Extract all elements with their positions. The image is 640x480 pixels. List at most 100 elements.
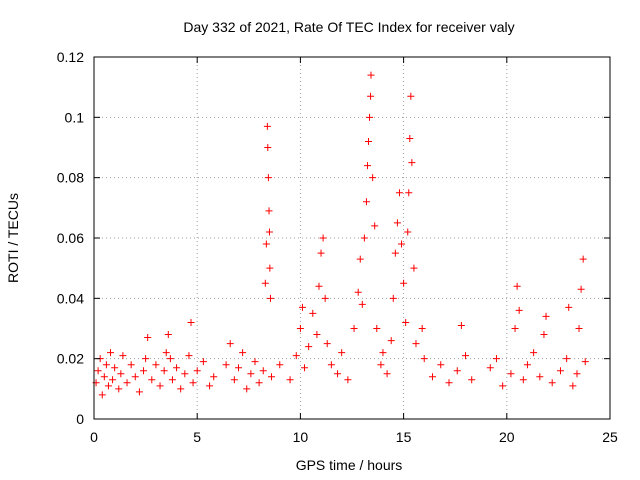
data-point (513, 282, 521, 290)
data-point (305, 343, 313, 351)
data-point (327, 361, 335, 369)
data-point (286, 376, 294, 384)
data-point (173, 364, 181, 372)
data-point (265, 207, 273, 215)
data-point (428, 373, 436, 381)
data-points (92, 71, 589, 399)
data-point (391, 249, 399, 257)
data-point (102, 361, 110, 369)
data-point (404, 228, 412, 236)
data-point (255, 379, 263, 387)
data-point (301, 364, 309, 372)
data-point (418, 325, 426, 332)
data-point (131, 373, 139, 381)
data-point (367, 92, 375, 100)
data-point (168, 376, 176, 384)
data-point (152, 361, 160, 369)
data-point (548, 379, 556, 387)
data-point (365, 137, 373, 145)
data-point (406, 134, 414, 142)
data-point (379, 349, 387, 357)
y-tick-label: 0.02 (57, 351, 84, 367)
data-point (377, 361, 385, 369)
data-point (259, 367, 267, 375)
data-point (226, 340, 234, 348)
x-tick-label: 25 (602, 429, 618, 445)
data-point (265, 228, 273, 236)
data-point (362, 198, 370, 206)
data-point (350, 325, 358, 332)
data-point (468, 376, 476, 384)
data-point (263, 122, 271, 130)
data-point (140, 367, 148, 375)
data-point (210, 373, 218, 381)
data-point (266, 294, 274, 302)
tick-labels: 0 5 10 15 20 25 0 0.02 0.04 0.06 0.08 0.1 0.12 (57, 49, 618, 445)
data-point (445, 379, 453, 387)
data-point (189, 379, 197, 387)
data-point (323, 340, 331, 348)
data-point (206, 382, 214, 390)
data-point (321, 294, 329, 302)
data-point (540, 331, 548, 339)
data-point (193, 367, 201, 375)
data-point (511, 325, 519, 332)
data-point (262, 240, 270, 248)
data-point (462, 352, 470, 360)
data-point (315, 282, 323, 290)
data-point (437, 361, 445, 369)
data-point (405, 189, 413, 197)
data-point (111, 364, 119, 372)
data-point (575, 325, 583, 332)
grid (94, 57, 610, 419)
data-point (199, 358, 207, 366)
data-point (123, 379, 131, 387)
x-tick-label: 15 (396, 429, 412, 445)
data-point (577, 285, 585, 293)
data-point (373, 325, 381, 332)
data-point (457, 321, 465, 329)
data-point (573, 370, 581, 378)
data-point (398, 240, 406, 248)
data-point (94, 367, 102, 375)
data-point (264, 144, 272, 151)
data-point (486, 364, 494, 372)
data-point (563, 355, 571, 363)
x-axis-label: GPS time / hours (296, 457, 403, 473)
data-point (530, 349, 538, 357)
data-point (334, 370, 342, 378)
data-point (492, 355, 500, 363)
data-point (519, 376, 527, 384)
data-point (239, 349, 247, 357)
y-tick-label: 0.04 (57, 290, 84, 306)
data-point (264, 174, 272, 182)
data-point (579, 255, 587, 263)
data-point (412, 340, 420, 348)
data-point (581, 358, 589, 366)
x-tick-label: 10 (293, 429, 309, 445)
chart-title: Day 332 of 2021, Rate Of TEC Index for r… (183, 19, 514, 35)
data-point (276, 361, 284, 369)
data-point (160, 367, 168, 375)
y-tick-label: 0.1 (65, 109, 85, 125)
data-point (247, 370, 255, 378)
data-point (251, 358, 259, 366)
data-point (408, 159, 416, 167)
data-point (181, 370, 189, 378)
data-point (393, 219, 401, 227)
data-point (565, 303, 573, 311)
data-point (135, 388, 143, 396)
data-point (104, 382, 112, 390)
data-point (354, 288, 362, 296)
data-point (420, 355, 428, 363)
y-tick-label: 0 (76, 411, 84, 427)
data-point (407, 92, 415, 100)
data-point (107, 349, 115, 357)
data-point (162, 349, 170, 357)
data-point (117, 370, 125, 378)
data-point (400, 279, 408, 287)
data-point (383, 370, 391, 378)
y-tick-label: 0.12 (57, 49, 84, 65)
data-point (515, 306, 523, 314)
